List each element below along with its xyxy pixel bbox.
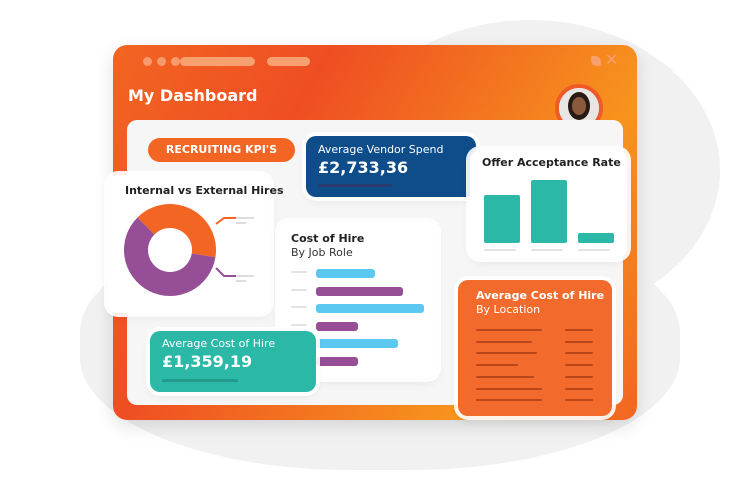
- axis-label-placeholder: [531, 249, 563, 251]
- tab-placeholder: [180, 57, 255, 66]
- table-line-placeholder: [476, 340, 532, 343]
- role-label-placeholder: [291, 323, 307, 326]
- window-dot[interactable]: [143, 57, 152, 66]
- table-line-placeholder: [565, 375, 593, 378]
- internal-external-title: Internal vs External Hires: [125, 184, 284, 197]
- cost-by-location-subtitle: By Location: [476, 303, 541, 316]
- vendor-spend-label: Average Vendor Spend: [318, 143, 444, 156]
- avg-cost-card[interactable]: Average Cost of Hire £1,359,19: [150, 331, 316, 392]
- placeholder-line: [318, 184, 392, 187]
- vendor-spend-value: £2,733,36: [318, 158, 409, 177]
- table-line-placeholder: [565, 340, 593, 343]
- donut-chart: [124, 203, 254, 296]
- role-label-placeholder: [291, 306, 307, 309]
- role-bar: [316, 286, 403, 296]
- offer-bar: [531, 180, 567, 243]
- internal-external-card[interactable]: Internal vs External Hires: [108, 175, 284, 313]
- table-line-placeholder: [476, 375, 534, 378]
- offer-bar: [578, 233, 614, 243]
- donut-slice: [137, 203, 216, 258]
- offer-acceptance-card[interactable]: Offer Acceptance Rate: [470, 150, 627, 258]
- role-bar: [316, 321, 358, 331]
- page-title: My Dashboard: [128, 86, 258, 105]
- tab-placeholder: [267, 57, 310, 66]
- table-line-placeholder: [565, 364, 593, 367]
- avg-cost-label: Average Cost of Hire: [162, 337, 276, 350]
- table-line-placeholder: [565, 399, 593, 402]
- donut-slice: [124, 217, 216, 296]
- role-label-placeholder: [291, 288, 307, 291]
- avg-cost-value: £1,359,19: [162, 352, 253, 371]
- cost-by-role-subtitle: By Job Role: [291, 246, 353, 259]
- role-bar: [316, 304, 424, 314]
- role-bar: [316, 357, 358, 366]
- axis-label-placeholder: [484, 249, 516, 251]
- role-label-placeholder: [291, 271, 307, 273]
- placeholder-line: [162, 379, 238, 382]
- close-icon[interactable]: ✕: [605, 50, 619, 69]
- offer-acceptance-title: Offer Acceptance Rate: [482, 156, 621, 169]
- table-line-placeholder: [565, 352, 593, 355]
- table-line-placeholder: [565, 387, 593, 390]
- window-dot[interactable]: [171, 57, 180, 66]
- window-dot[interactable]: [157, 57, 166, 66]
- role-bar: [316, 269, 375, 278]
- cost-by-location-title: Average Cost of Hire: [476, 289, 605, 302]
- vendor-spend-card[interactable]: Average Vendor Spend £2,733,36: [306, 136, 476, 197]
- minimize-icon[interactable]: [591, 56, 601, 66]
- role-bar: [316, 339, 398, 349]
- offer-bar: [484, 195, 520, 243]
- axis-label-placeholder: [578, 249, 610, 251]
- table-line-placeholder: [476, 387, 542, 390]
- table-line-placeholder: [476, 364, 518, 367]
- cost-by-role-title: Cost of Hire: [291, 232, 365, 245]
- table-line-placeholder: [476, 329, 542, 331]
- table-line-placeholder: [476, 352, 537, 355]
- table-line-placeholder: [476, 399, 542, 402]
- table-line-placeholder: [565, 329, 593, 331]
- cost-by-location-card[interactable]: Average Cost of Hire By Location: [458, 280, 612, 416]
- recruiting-kpis-badge[interactable]: RECRUITING KPI'S: [148, 138, 295, 162]
